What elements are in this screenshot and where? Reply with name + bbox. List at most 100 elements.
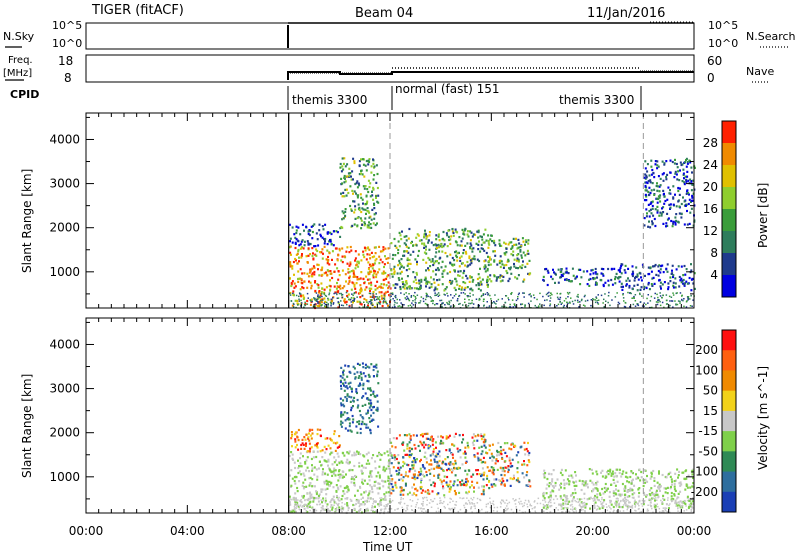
range-cell bbox=[596, 496, 599, 499]
range-cell bbox=[674, 489, 677, 492]
range-cell bbox=[368, 248, 371, 251]
ground-scatter-cell bbox=[627, 504, 629, 507]
range-cell bbox=[374, 505, 376, 508]
cpid-boundary-lines bbox=[288, 113, 644, 513]
ground-scatter-cell bbox=[337, 301, 340, 303]
ground-scatter-cell bbox=[474, 507, 476, 510]
range-cell bbox=[652, 214, 655, 217]
range-cell bbox=[297, 277, 299, 281]
range-cell bbox=[449, 242, 452, 245]
range-cell bbox=[504, 451, 507, 454]
ground-scatter-cell bbox=[616, 511, 618, 513]
ground-scatter-cell bbox=[668, 504, 670, 507]
range-cell bbox=[503, 442, 506, 445]
ground-scatter-cell bbox=[292, 302, 295, 305]
ground-scatter-cell bbox=[392, 293, 394, 296]
range-cell bbox=[596, 488, 599, 491]
ground-scatter-cell bbox=[505, 295, 508, 297]
range-cell bbox=[438, 245, 441, 248]
ground-scatter-cell bbox=[643, 500, 646, 502]
ground-scatter-cell bbox=[328, 292, 331, 294]
range-cell bbox=[437, 235, 440, 238]
range-cell bbox=[430, 463, 433, 466]
noise-right-tick-top: 10^5 bbox=[708, 19, 738, 32]
ground-scatter-cell bbox=[585, 505, 587, 507]
range-cell bbox=[431, 260, 434, 263]
range-cell bbox=[347, 382, 350, 385]
range-cell bbox=[546, 483, 549, 486]
range-cell bbox=[361, 481, 363, 484]
range-cell bbox=[482, 456, 485, 459]
range-cell bbox=[339, 284, 342, 287]
range-cell bbox=[301, 282, 304, 285]
range-cell bbox=[296, 262, 299, 265]
range-cell bbox=[379, 285, 382, 288]
ground-scatter-cell bbox=[528, 501, 530, 503]
ground-scatter-cell bbox=[689, 498, 691, 500]
range-cell bbox=[614, 282, 617, 285]
ground-scatter-cell bbox=[502, 499, 504, 502]
range-cell bbox=[304, 462, 307, 465]
range-cell bbox=[680, 216, 683, 219]
ground-scatter-cell bbox=[631, 507, 634, 509]
range-cell bbox=[671, 480, 674, 483]
range-cell bbox=[499, 446, 502, 449]
range-cell bbox=[453, 263, 456, 266]
range-cell bbox=[628, 501, 631, 504]
range-cell bbox=[330, 232, 333, 236]
ground-scatter-cell bbox=[627, 507, 629, 509]
range-cell bbox=[563, 487, 566, 490]
ground-scatter-cell bbox=[672, 292, 674, 294]
range-cell bbox=[424, 229, 426, 232]
range-cell bbox=[598, 507, 601, 510]
range-cell bbox=[355, 182, 358, 185]
range-cell bbox=[306, 456, 309, 459]
ground-scatter-cell bbox=[464, 511, 466, 514]
ground-scatter-cell bbox=[539, 292, 541, 295]
range-cell bbox=[371, 190, 373, 193]
range-cell bbox=[495, 478, 498, 481]
ground-scatter-cell bbox=[608, 505, 610, 507]
range-cell bbox=[496, 454, 498, 457]
range-cell bbox=[610, 483, 613, 486]
range-cell bbox=[343, 384, 345, 387]
range-cell bbox=[394, 244, 397, 247]
range-cell bbox=[595, 272, 598, 275]
range-cell bbox=[344, 214, 347, 217]
range-cell bbox=[417, 288, 420, 291]
range-cell bbox=[663, 202, 666, 205]
range-cell bbox=[309, 242, 312, 246]
range-cell bbox=[371, 256, 374, 259]
ground-scatter-cell bbox=[634, 294, 637, 296]
range-cell bbox=[614, 472, 617, 475]
range-cell bbox=[399, 272, 402, 275]
range-cell bbox=[624, 496, 626, 499]
range-cell bbox=[672, 222, 675, 225]
ground-scatter-cell bbox=[415, 297, 417, 300]
range-cell bbox=[671, 264, 674, 267]
range-cell bbox=[290, 431, 293, 434]
range-cell bbox=[323, 459, 326, 462]
range-cell bbox=[685, 477, 688, 480]
range-cell bbox=[425, 285, 427, 288]
range-cell bbox=[353, 285, 356, 288]
ground-scatter-cell bbox=[318, 295, 321, 298]
range-cell bbox=[588, 278, 591, 281]
range-cell bbox=[297, 250, 300, 253]
range-cell bbox=[391, 456, 394, 459]
range-cell bbox=[329, 447, 332, 450]
range-cell bbox=[368, 211, 371, 214]
range-cell bbox=[320, 282, 323, 285]
range-cell bbox=[664, 491, 667, 494]
range-cell bbox=[353, 200, 356, 203]
range-cell bbox=[618, 493, 621, 496]
ground-scatter-cell bbox=[631, 506, 633, 508]
ground-scatter-cell bbox=[355, 502, 357, 505]
range-cell bbox=[393, 270, 396, 273]
range-cell bbox=[477, 229, 480, 232]
range-cell bbox=[387, 511, 390, 514]
range-cell bbox=[368, 221, 370, 224]
range-cell bbox=[482, 247, 484, 251]
range-cell bbox=[308, 470, 311, 473]
ground-scatter-cell bbox=[634, 502, 637, 505]
